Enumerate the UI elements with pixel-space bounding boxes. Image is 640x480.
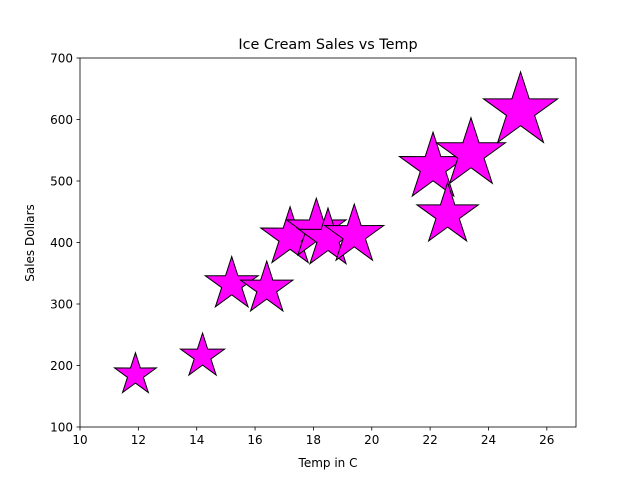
x-axis-label: Temp in C: [298, 456, 358, 470]
chart-title: Ice Cream Sales vs Temp: [238, 37, 417, 53]
x-tick-label: 20: [364, 433, 379, 447]
y-tick-label: 700: [50, 52, 73, 66]
star-marker: [481, 70, 560, 144]
y-tick-label: 400: [50, 236, 73, 250]
star-marker: [238, 259, 295, 313]
y-tick-label: 200: [50, 359, 73, 373]
x-tick-label: 10: [72, 433, 87, 447]
y-tick-label: 100: [50, 421, 73, 435]
star-marker: [323, 202, 386, 262]
plot-frame: [79, 57, 577, 428]
y-tick-label: 600: [50, 113, 73, 127]
x-tick-label: 12: [131, 433, 146, 447]
x-tick-label: 14: [189, 433, 204, 447]
star-marker: [112, 351, 158, 394]
y-tick-label: 500: [50, 175, 73, 189]
x-tick-label: 22: [422, 433, 437, 447]
x-tick-label: 16: [247, 433, 262, 447]
y-axis-label: Sales Dollars: [23, 204, 37, 282]
star-marker: [178, 331, 227, 377]
y-tick-label: 300: [50, 298, 73, 312]
x-tick-label: 18: [306, 433, 321, 447]
star-marker: [415, 180, 480, 243]
star-marker: [434, 116, 507, 185]
x-tick-label: 26: [539, 433, 554, 447]
x-tick-label: 24: [481, 433, 496, 447]
star-marker: [203, 254, 260, 309]
